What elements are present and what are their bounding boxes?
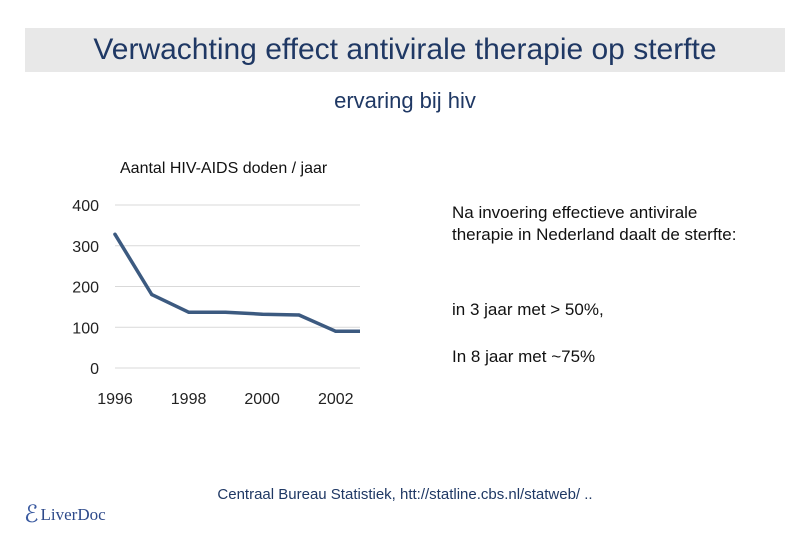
logo-text: LiverDoc [40,504,106,524]
y-tick-label: 0 [90,361,99,378]
y-tick-label: 200 [72,280,99,297]
body-paragraph-2: in 3 jaar met > 50%, [452,300,604,319]
series-line [113,232,360,334]
hiv-deaths-line-chart: 4003002001000199619982000200220042006 [72,198,360,408]
data-point [113,232,117,236]
y-tick-label: 100 [72,320,99,337]
data-point [260,312,264,316]
source-citation: Centraal Bureau Statistiek, htt://statli… [217,486,593,503]
x-tick-label: 1996 [97,391,133,408]
data-point [297,313,301,317]
chart-title: Aantal HIV-AIDS doden / jaar [120,160,328,177]
slide-title: Verwachting effect antivirale therapie o… [25,28,785,72]
data-point [186,310,191,314]
data-point [223,310,227,314]
liverdoc-swirl-icon: ℰ [24,502,39,528]
data-point [150,293,154,297]
y-tick-label: 300 [72,239,99,256]
liverdoc-logo: ℰ LiverDoc [24,500,106,529]
x-tick-label: 2002 [318,391,354,408]
x-tick-label: 2000 [244,391,280,408]
x-tick-label: 1998 [171,391,207,408]
slide-subtitle: ervaring bij hiv [334,88,476,113]
y-tick-label: 400 [72,198,99,215]
body-paragraph-3: In 8 jaar met ~75% [452,347,596,366]
body-paragraph-1: Na invoering effectieve antivirale thera… [452,203,737,244]
data-point [334,329,338,333]
